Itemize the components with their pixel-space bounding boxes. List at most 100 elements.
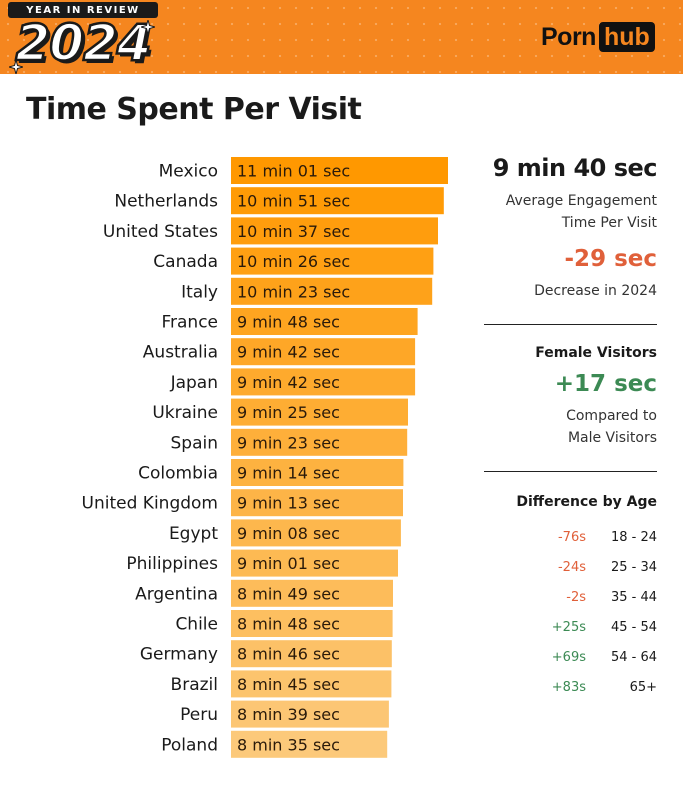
age-diff-value: -2s (566, 589, 586, 605)
bar-value-label: 8 min 39 sec (237, 705, 340, 724)
age-diff-value: +69s (551, 649, 586, 665)
bar-value-label: 11 min 01 sec (237, 162, 350, 181)
bar (231, 700, 389, 728)
age-diff-value: -76s (557, 529, 586, 545)
category-label: Peru (180, 705, 218, 725)
age-diff-value: +25s (551, 619, 586, 635)
category-label: Japan (170, 373, 218, 393)
average-caption-line-1: Average Engagement (505, 193, 657, 209)
bar-value-label: 8 min 48 sec (237, 615, 340, 634)
category-label: Egypt (169, 524, 218, 544)
divider (484, 324, 657, 325)
age-row: +83s 65+ (470, 672, 657, 702)
age-range-label: 35 - 44 (610, 589, 657, 605)
bar-value-label: 10 min 37 sec (237, 222, 350, 241)
bar-value-label: 9 min 13 sec (237, 494, 340, 513)
bar (231, 640, 392, 668)
bar (231, 579, 393, 607)
page-title: Time Spent Per Visit (26, 92, 362, 127)
time-per-visit-bar-chart: Mexico 11 min 01 sec Netherlands 10 min 51 … (82, 157, 448, 758)
category-label: Italy (181, 282, 218, 302)
year-logo: 2024 (14, 14, 153, 72)
header-banner: YEAR IN REVIEW 2024 Porn hub (0, 0, 683, 74)
bar-value-label: 8 min 49 sec (237, 584, 340, 603)
age-range-label: 65+ (629, 679, 657, 695)
category-label: France (161, 313, 218, 333)
divider (484, 471, 657, 472)
age-difference-table: -76s 18 - 24 -24s 25 - 34 -2s 35 - 44 +2… (470, 522, 657, 702)
bar-value-label: 9 min 01 sec (237, 554, 340, 573)
bar (231, 217, 438, 245)
category-label: Germany (140, 645, 218, 665)
age-row: +25s 45 - 54 (470, 612, 657, 642)
bar-value-label: 10 min 26 sec (237, 252, 350, 271)
stats-panel: 9 min 40 sec Average Engagement Time Per… (470, 150, 658, 702)
category-label: Mexico (159, 162, 218, 182)
bar (231, 549, 398, 577)
category-label: Philippines (126, 554, 218, 574)
bar-value-label: 9 min 42 sec (237, 373, 340, 392)
bar (231, 730, 388, 758)
age-row: +69s 54 - 64 (470, 642, 657, 672)
bar-value-label: 10 min 51 sec (237, 192, 350, 211)
category-label: Chile (175, 615, 218, 635)
female-caption-line-1: Compared to (566, 408, 657, 424)
age-row: -2s 35 - 44 (470, 582, 657, 612)
female-caption-line-2: Male Visitors (567, 430, 657, 446)
bar (231, 277, 433, 305)
category-label: Ukraine (152, 403, 218, 423)
bar-value-label: 9 min 25 sec (237, 403, 340, 422)
bar (231, 489, 403, 517)
bar (231, 187, 444, 215)
bar-value-label: 9 min 42 sec (237, 343, 340, 362)
bar (231, 338, 416, 366)
bar-value-label: 8 min 35 sec (237, 735, 340, 754)
category-label: United Kingdom (82, 494, 218, 514)
bar (231, 368, 416, 396)
bar-value-label: 8 min 45 sec (237, 675, 340, 694)
brand-logo: Porn hub (541, 21, 655, 53)
year-in-review-badge: YEAR IN REVIEW (8, 2, 158, 18)
bar (231, 610, 393, 637)
bar-value-label: 9 min 14 sec (237, 464, 340, 483)
bar-value-label: 9 min 48 sec (237, 313, 340, 332)
average-time-value: 9 min 40 sec (492, 154, 658, 182)
age-range-label: 54 - 64 (610, 649, 657, 665)
category-label: Brazil (171, 675, 218, 695)
yearly-change-caption: Decrease in 2024 (534, 283, 657, 299)
bar (231, 308, 418, 335)
sparkle-icon (9, 60, 23, 74)
age-range-label: 25 - 34 (610, 559, 657, 575)
average-caption-line-2: Time Per Visit (561, 215, 657, 231)
age-difference-heading: Difference by Age (516, 494, 657, 510)
age-diff-value: +83s (551, 679, 586, 695)
category-label: United States (103, 222, 218, 242)
category-label: Colombia (138, 464, 218, 484)
bar (231, 157, 448, 184)
female-visitors-heading: Female Visitors (535, 345, 657, 361)
category-label: Poland (161, 735, 218, 755)
bar-value-label: 9 min 23 sec (237, 433, 340, 452)
female-delta-value: +17 sec (554, 371, 657, 397)
sparkle-icon (141, 20, 155, 34)
age-diff-value: -24s (557, 559, 586, 575)
bar-value-label: 9 min 08 sec (237, 524, 340, 543)
age-range-label: 45 - 54 (610, 619, 657, 635)
bar (231, 459, 404, 486)
bar-value-label: 8 min 46 sec (237, 645, 340, 664)
bar (231, 428, 408, 456)
category-label: Netherlands (114, 192, 218, 212)
bar-value-label: 10 min 23 sec (237, 282, 350, 301)
category-label: Canada (153, 252, 218, 272)
yearly-change-value: -29 sec (564, 246, 657, 272)
category-label: Argentina (135, 584, 218, 604)
brand-logo-right: hub (598, 22, 655, 52)
category-label: Australia (143, 343, 218, 363)
bar (231, 398, 408, 426)
category-label: Spain (171, 433, 219, 453)
age-row: -24s 25 - 34 (470, 552, 657, 582)
age-range-label: 18 - 24 (610, 529, 657, 545)
bar (231, 519, 401, 547)
brand-logo-left: Porn (541, 22, 596, 51)
bar (231, 670, 392, 698)
